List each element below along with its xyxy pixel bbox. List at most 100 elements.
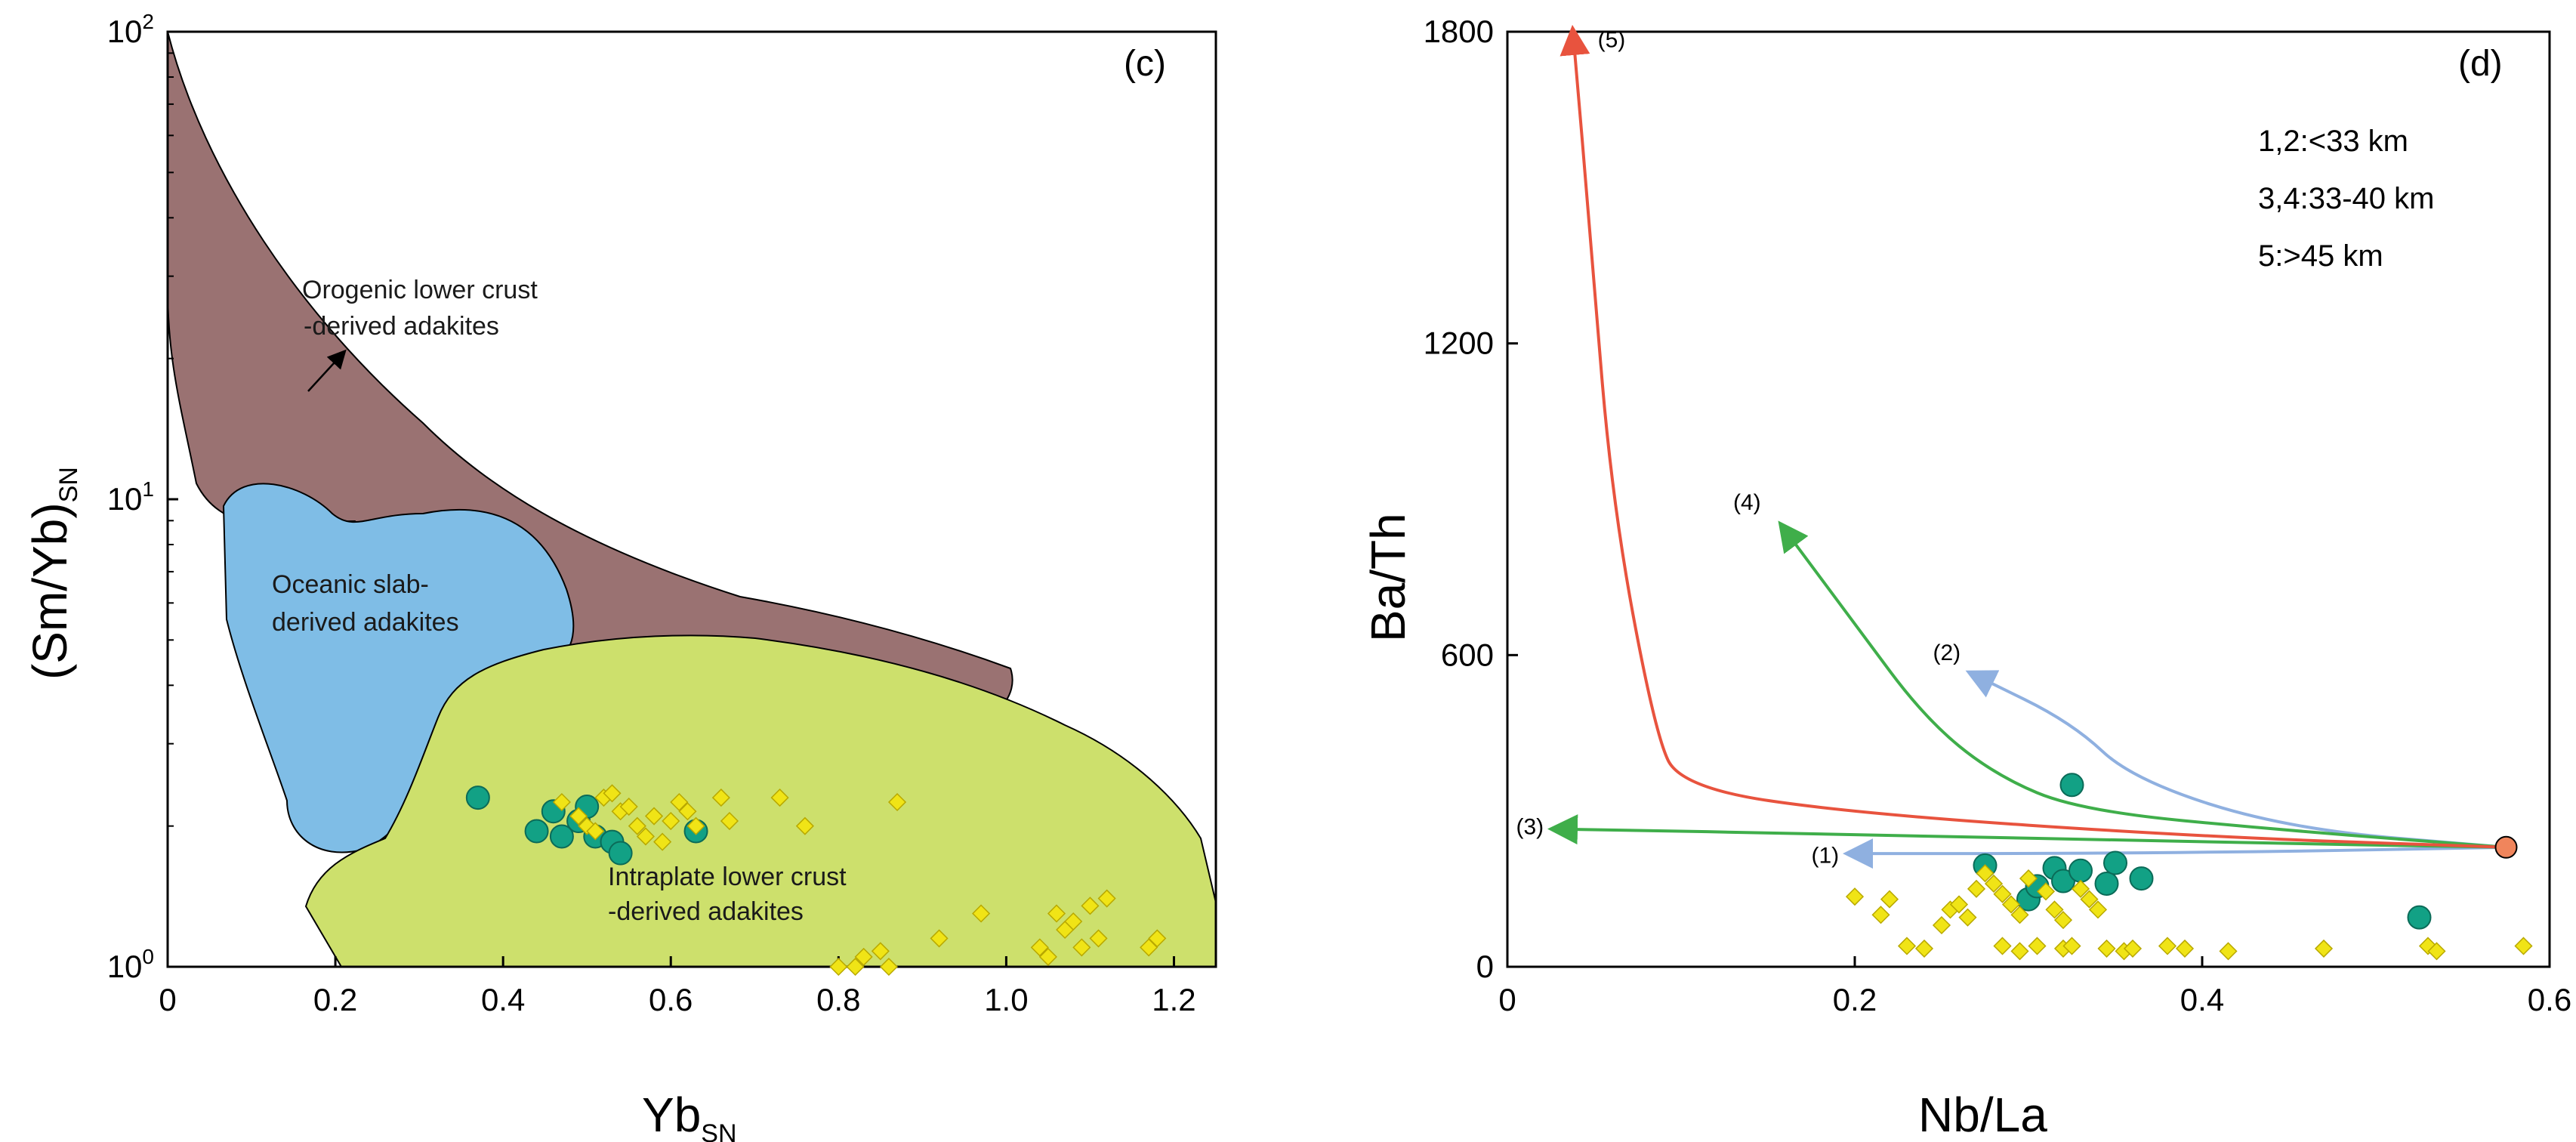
panel-c: Orogenic lower crust -derived adakites O…	[23, 10, 1217, 1142]
data-point-diamond	[2071, 879, 2090, 898]
data-point-diamond	[1047, 904, 1066, 923]
data-point-diamond	[2314, 939, 2334, 958]
data-point-diamond	[1993, 937, 2012, 955]
panel-d-x-title: Nb/La	[1918, 1088, 2047, 1142]
panel-c-y-title: (Sm/Yb)SN	[23, 467, 83, 680]
data-point-diamond	[711, 789, 730, 807]
y-tick-label: 600	[1441, 637, 1494, 672]
trajectory-label-5: (5)	[1598, 28, 1626, 53]
data-point-diamond	[2019, 869, 2038, 888]
data-point-diamond	[552, 792, 571, 812]
data-point-diamond	[653, 832, 672, 851]
data-point-diamond	[930, 929, 949, 948]
x-tick-label: 0.2	[1833, 982, 1877, 1017]
trajectory-label-3: (3)	[1516, 815, 1544, 840]
data-point-diamond	[2001, 895, 2021, 914]
x-tick-label: 0.4	[481, 982, 525, 1017]
data-point-diamond	[2088, 900, 2108, 919]
data-point-diamond	[2080, 890, 2099, 909]
y-tick-label: 1800	[1424, 14, 1494, 49]
source-point	[2494, 835, 2518, 859]
data-point-diamond	[2097, 939, 2116, 958]
data-point-diamond	[1976, 864, 1994, 883]
data-point-diamond	[770, 789, 789, 807]
data-point-diamond	[678, 802, 697, 821]
data-point-diamond	[1148, 929, 1167, 948]
region-label-oceanic-2: derived adakites	[272, 608, 459, 637]
y-tick-label: 0	[1476, 949, 1494, 984]
x-tick-label: 0.6	[649, 982, 693, 1017]
data-point-diamond	[1958, 908, 1977, 927]
data-point-diamond	[1845, 887, 1865, 906]
trajectory-1	[1843, 838, 2507, 869]
panel-c-x-title: YbSN	[642, 1088, 737, 1142]
data-point-diamond	[1081, 897, 1100, 915]
data-point-diamond	[879, 957, 899, 977]
data-point-circle	[608, 841, 633, 866]
y-tick-label: 1200	[1424, 326, 1494, 361]
data-point-diamond	[1949, 895, 1969, 914]
trajectory-4	[1778, 520, 2507, 849]
data-point-diamond	[829, 957, 848, 977]
region-label-intraplate-2: -derived adakites	[608, 897, 804, 926]
data-point-diamond	[1072, 938, 1091, 957]
data-point-diamond	[1880, 890, 1899, 909]
data-point-diamond	[686, 816, 705, 835]
trajectory-label-1: (1)	[1812, 843, 1840, 868]
data-point-diamond	[1038, 947, 1057, 966]
data-point-diamond	[2062, 937, 2081, 955]
trajectory-label-2: (2)	[1933, 640, 1961, 665]
data-point-diamond	[2123, 939, 2143, 958]
panel-d-plot-frame	[1506, 30, 2551, 968]
panel-c-y-title-sub: SN	[54, 467, 83, 502]
data-point-diamond	[636, 827, 655, 846]
data-point-circle	[2129, 866, 2154, 891]
trajectory-label-4: (4)	[1733, 490, 1761, 515]
data-point-circle	[2069, 858, 2093, 883]
trajectory-5	[1559, 24, 2507, 849]
data-point-diamond	[2514, 937, 2533, 955]
data-point-diamond	[1871, 906, 1890, 924]
data-point-diamond	[2427, 942, 2446, 961]
depth-legend-line-3: 5:>45 km	[2258, 239, 2383, 273]
data-point-diamond	[2053, 911, 2073, 930]
panel-c-ticks: 0 0.2 0.4 0.6 0.8 1.0 1.2 100 101 102	[107, 10, 1196, 1017]
data-point-diamond	[1030, 938, 1049, 957]
data-point-diamond	[720, 811, 739, 831]
x-tick-label: 0	[1498, 982, 1516, 1017]
panel-d-trajectories: (1) (2) (3) (4) (5)	[1516, 24, 2507, 869]
depth-legend-line-2: 3,4:33-40 km	[2258, 182, 2434, 215]
data-point-diamond	[2158, 937, 2177, 955]
data-point-diamond	[2028, 937, 2047, 955]
data-point-diamond	[603, 784, 622, 803]
data-point-circle	[524, 819, 549, 844]
data-point-circle	[2103, 850, 2127, 875]
region-label-orogenic-1: Orogenic lower crust	[302, 276, 538, 304]
orogenic-pointer-arrow	[307, 349, 347, 392]
panel-c-label: (c)	[1124, 44, 1166, 84]
data-point-diamond	[1993, 884, 2012, 903]
data-point-diamond	[2010, 906, 2029, 924]
panel-d-ticks: 0 0.2 0.4 0.6 0 600 1200 1800	[1424, 14, 2572, 1017]
x-tick-label: 0.2	[313, 982, 357, 1017]
data-point-diamond	[1097, 889, 1116, 908]
data-point-diamond	[569, 807, 588, 826]
panel-d-y-title: Ba/Th	[1361, 513, 1415, 642]
data-point-diamond	[2045, 900, 2064, 919]
panel-c-x-title-sub: SN	[701, 1119, 736, 1142]
x-tick-label: 0.4	[2180, 982, 2224, 1017]
x-tick-label: 1.0	[984, 982, 1028, 1017]
data-point-diamond	[662, 811, 680, 831]
data-point-diamond	[1932, 915, 1951, 935]
data-point-diamond	[2010, 942, 2029, 961]
panel-c-points	[465, 784, 1167, 977]
x-tick-label: 0	[159, 982, 176, 1017]
data-point-diamond	[1064, 912, 1083, 931]
data-point-circle	[2059, 773, 2084, 798]
data-point-diamond	[619, 797, 638, 816]
region-label-intraplate-1: Intraplate lower crust	[608, 863, 847, 891]
data-point-diamond	[1984, 874, 2004, 894]
data-point-circle	[2094, 871, 2119, 896]
data-point-diamond	[1914, 939, 1934, 958]
